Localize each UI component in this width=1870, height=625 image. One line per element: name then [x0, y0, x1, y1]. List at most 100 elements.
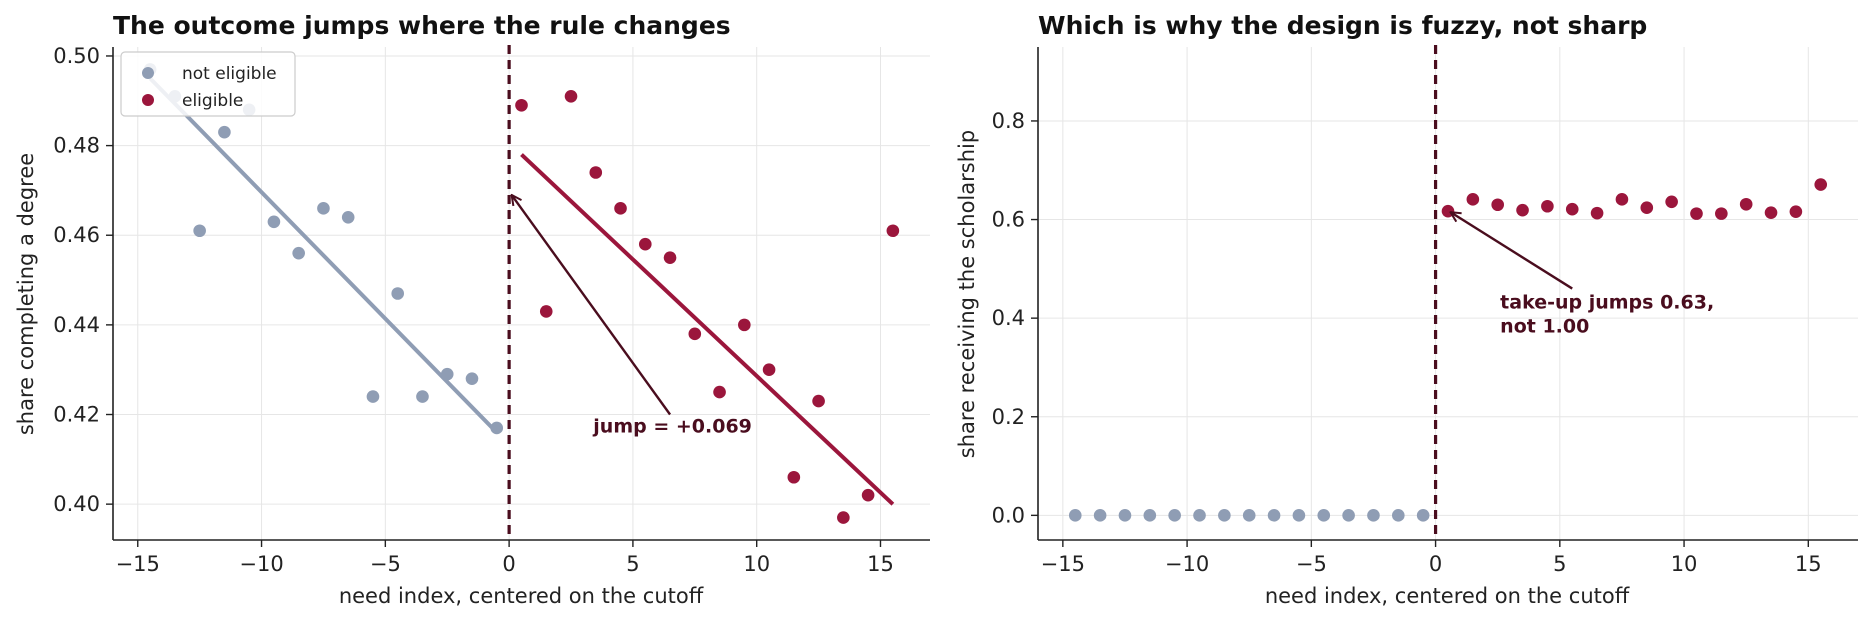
- point-eligible: [1640, 201, 1654, 215]
- x-tick-label: −5: [370, 552, 401, 576]
- point-not-eligible: [1093, 509, 1107, 522]
- annotation-text: not 1.00: [1500, 315, 1589, 337]
- point-eligible: [837, 511, 850, 524]
- point-not-eligible: [1193, 509, 1206, 522]
- point-not-eligible: [292, 246, 305, 260]
- fit-line-not-eligible: [148, 76, 499, 434]
- point-eligible: [1441, 204, 1455, 218]
- point-eligible: [589, 166, 603, 179]
- y-tick-label: 0.46: [53, 223, 100, 247]
- x-tick-label: −10: [1165, 552, 1209, 576]
- right-chart-panel: Which is why the design is fuzzy, not sh…: [955, 11, 1858, 608]
- legend: not eligible eligible: [120, 51, 296, 117]
- left-chart-title: The outcome jumps where the rule changes: [113, 11, 731, 40]
- y-tick-label: 0.42: [53, 403, 100, 427]
- right-y-axis-label: share receiving the scholarship: [955, 130, 979, 458]
- point-not-eligible: [1068, 509, 1082, 522]
- y-tick-label: 0.4: [992, 306, 1025, 330]
- point-not-eligible: [391, 287, 405, 300]
- y-tick-label: 0.8: [992, 109, 1025, 133]
- point-not-eligible: [1118, 509, 1132, 522]
- point-not-eligible: [1168, 509, 1181, 522]
- point-not-eligible: [366, 390, 380, 403]
- point-not-eligible: [218, 125, 231, 139]
- point-eligible: [1565, 202, 1579, 216]
- point-eligible: [738, 318, 751, 332]
- annotation-arrow: [1450, 212, 1573, 290]
- y-tick-label: 0.48: [53, 134, 100, 158]
- y-tick-label: 0.40: [53, 492, 100, 516]
- point-eligible: [638, 237, 652, 251]
- legend-marker-eligible: [142, 94, 154, 106]
- point-eligible: [539, 305, 553, 318]
- left-chart-panel: The outcome jumps where the rule changes…: [14, 11, 930, 608]
- point-not-eligible: [1342, 509, 1355, 522]
- point-not-eligible: [1267, 509, 1281, 522]
- y-tick-label: 0.6: [992, 208, 1025, 232]
- point-not-eligible: [1218, 509, 1231, 522]
- point-not-eligible: [416, 390, 429, 403]
- point-not-eligible: [1292, 509, 1306, 522]
- point-eligible: [886, 224, 900, 238]
- point-not-eligible: [465, 372, 479, 385]
- x-tick-label: 0: [502, 552, 515, 576]
- y-tick-label: 0.44: [53, 313, 100, 337]
- annotation-text: jump = +0.069: [592, 415, 752, 437]
- annotation-text: take-up jumps 0.63,: [1500, 291, 1714, 313]
- point-not-eligible: [267, 215, 281, 229]
- point-not-eligible: [1392, 509, 1405, 522]
- annotation-arrow: [512, 195, 672, 416]
- legend-frame: [120, 51, 296, 117]
- point-not-eligible: [490, 421, 504, 435]
- right-chart-title: Which is why the design is fuzzy, not sh…: [1038, 11, 1647, 40]
- point-not-eligible: [193, 224, 206, 238]
- point-eligible: [1541, 199, 1554, 213]
- point-not-eligible: [440, 367, 454, 381]
- legend-label-not-eligible: not eligible: [182, 64, 277, 84]
- fit-line-eligible: [520, 153, 895, 506]
- x-tick-label: −15: [116, 552, 160, 576]
- point-not-eligible: [341, 211, 355, 224]
- point-not-eligible: [1367, 509, 1380, 522]
- point-eligible: [663, 251, 677, 264]
- point-eligible: [1590, 206, 1604, 220]
- point-eligible: [614, 202, 627, 215]
- x-tick-label: 5: [626, 552, 639, 576]
- left-y-axis-label: share completing a degree: [14, 153, 38, 435]
- point-not-eligible: [1143, 509, 1157, 522]
- point-not-eligible: [317, 202, 330, 215]
- point-eligible: [688, 327, 702, 341]
- x-tick-label: 5: [1553, 552, 1566, 576]
- x-tick-label: 15: [867, 552, 894, 576]
- left-x-axis-label: need index, centered on the cutoff: [339, 584, 704, 608]
- point-eligible: [762, 363, 776, 376]
- point-eligible: [1739, 197, 1753, 211]
- legend-label-eligible: eligible: [182, 91, 243, 111]
- point-eligible: [1491, 198, 1504, 212]
- x-tick-label: 10: [743, 552, 770, 576]
- point-not-eligible: [1317, 509, 1331, 522]
- point-not-eligible: [1416, 509, 1430, 522]
- x-tick-label: −10: [239, 552, 283, 576]
- point-eligible: [1690, 207, 1703, 220]
- x-tick-label: 10: [1671, 552, 1698, 576]
- x-tick-label: 15: [1795, 552, 1822, 576]
- point-eligible: [861, 488, 875, 502]
- point-eligible: [1764, 206, 1778, 219]
- point-eligible: [1715, 207, 1728, 220]
- y-tick-label: 0.50: [53, 44, 100, 68]
- y-tick-label: 0.0: [992, 503, 1025, 527]
- y-tick-label: 0.2: [992, 405, 1025, 429]
- x-tick-label: −15: [1041, 552, 1085, 576]
- point-not-eligible: [1242, 509, 1256, 522]
- right-x-axis-label: need index, centered on the cutoff: [1265, 584, 1630, 608]
- point-eligible: [564, 90, 578, 103]
- legend-marker-not-eligible: [142, 67, 154, 79]
- point-eligible: [1814, 178, 1828, 191]
- point-eligible: [812, 394, 825, 408]
- point-eligible: [1665, 195, 1678, 209]
- point-eligible: [515, 98, 528, 112]
- x-tick-label: −5: [1296, 552, 1327, 576]
- point-eligible: [1615, 193, 1629, 206]
